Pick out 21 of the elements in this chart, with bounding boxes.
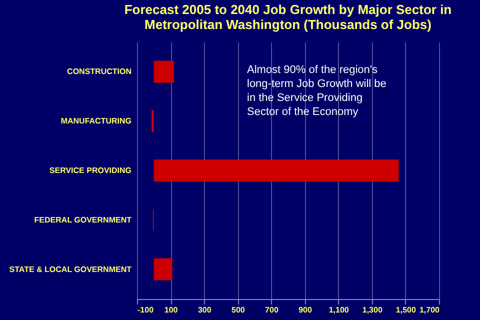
x-tick-label: 1,300 (362, 306, 383, 314)
y-tick-label: CONSTRUCTION (67, 67, 132, 76)
y-tick-label: SERVICE PROVIDING (49, 166, 132, 175)
x-tick-label: 900 (298, 306, 312, 314)
bar (154, 60, 174, 83)
annotation: Almost 90% of the region's long-term Job Growth will be in the Service Providing Sector of the Economy (247, 64, 386, 118)
x-tick-label: -100 (138, 306, 154, 314)
text: Forecast 2005 to 2040 Job Growth by Major Sector in (124, 2, 452, 17)
x-tick-label: 700 (265, 306, 279, 314)
x-tick-label: 300 (198, 306, 212, 314)
x-tick-label: 1,500 (396, 306, 416, 314)
x-tick-label: 1,100 (328, 306, 350, 314)
bar (154, 160, 399, 182)
x-tick-label: 100 (164, 306, 178, 314)
y-tick-label: STATE & LOCAL GOVERNMENT (9, 264, 132, 274)
text: Metropolitan Washington (Thousands of Jobs) (144, 17, 432, 32)
y-tick-label: MANUFACTURING (60, 116, 132, 126)
x-tick-label: 1,700 (419, 306, 440, 314)
x-tick-label: 500 (231, 306, 246, 314)
bar (154, 258, 172, 280)
y-tick-label: FEDERAL GOVERNMENT (34, 215, 132, 224)
